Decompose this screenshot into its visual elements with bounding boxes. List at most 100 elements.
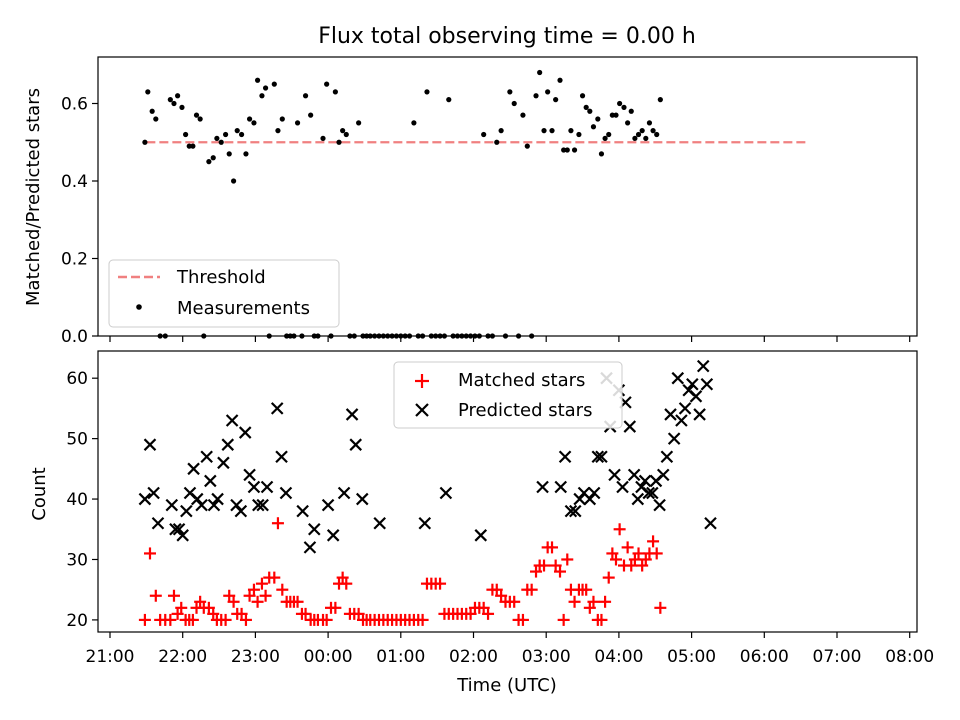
measurements-legend-swatch [136, 304, 142, 310]
predicted-star-point [573, 492, 586, 506]
matched-star-point [149, 589, 162, 602]
predicted-star-point [554, 480, 568, 494]
matched-star-point [654, 601, 667, 614]
measurement-point [406, 333, 413, 339]
top-y-tick-label: 0.6 [61, 95, 88, 115]
matched-star-point [143, 547, 156, 560]
measurement-point [364, 333, 370, 339]
predicted-star-point [704, 516, 717, 530]
matched-star-point [606, 547, 619, 560]
matched-star-point [276, 583, 289, 596]
predicted-star-point [176, 529, 189, 542]
predicted-star-point [230, 498, 243, 512]
predicted-star-point [660, 450, 674, 464]
measurement-point [197, 116, 203, 122]
measurement-point [175, 93, 181, 99]
top-legend: Threshold Measurements [108, 259, 340, 328]
matched-star-point [434, 577, 447, 590]
predicted-star-point [627, 468, 641, 482]
measurement-point [571, 147, 578, 153]
measurement-point [446, 97, 452, 103]
predicted-star-point [656, 468, 670, 482]
measurement-point [454, 333, 461, 339]
matched-star-point [291, 595, 304, 608]
matched-star-point [609, 553, 622, 566]
measurement-point [598, 151, 605, 157]
measurement-point [602, 135, 608, 141]
predicted-stars-points [138, 359, 717, 554]
predicted-star-point [664, 408, 677, 421]
measurement-point [561, 147, 567, 153]
predicted-star-point [623, 420, 637, 433]
measurement-point [529, 333, 535, 339]
predicted-star-point [270, 402, 284, 415]
predicted-star-point [247, 480, 261, 494]
measurement-point [533, 93, 539, 99]
predicted-star-point [646, 486, 659, 500]
predicted-star-point [569, 504, 582, 518]
measurement-point [214, 135, 220, 141]
measurement-point [549, 128, 555, 134]
measurement-point [590, 124, 597, 130]
matched-star-point [352, 607, 365, 620]
matched-star-point [227, 595, 240, 608]
bottom-y-tick-label: 50 [66, 430, 88, 450]
predicted-star-point [583, 492, 597, 506]
predicted-star-point [671, 371, 685, 385]
measurement-point [183, 131, 189, 138]
predicted-star-point [221, 438, 235, 451]
predicted-star-point [180, 504, 193, 518]
matched-legend-label: Matched stars [458, 370, 585, 391]
bottom-x-tick-label: 21:00 [86, 647, 135, 667]
measurement-point [650, 128, 656, 134]
top-y-ticks: 0.0 0.2 0.4 0.6 [61, 95, 98, 347]
measurements-legend-label: Measurements [177, 298, 310, 319]
measurement-point [275, 128, 281, 134]
predicted-star-point [172, 522, 186, 536]
bottom-x-axis-label: Time (UTC) [456, 675, 557, 696]
matched-star-point [219, 613, 232, 626]
measurement-point [336, 139, 342, 145]
bottom-y-tick-label: 60 [66, 369, 88, 389]
measurement-point [167, 97, 173, 103]
predicted-star-point [642, 486, 655, 500]
measurement-point [595, 116, 601, 122]
matched-star-point [587, 595, 600, 608]
measurement-point [389, 333, 395, 339]
matched-star-point [647, 535, 660, 548]
measurement-point [511, 100, 517, 107]
top-y-tick-label: 0.0 [61, 327, 88, 347]
matched-star-point [650, 547, 663, 560]
matched-star-point [207, 607, 220, 620]
measurement-point [485, 333, 491, 339]
measurement-point [646, 120, 653, 126]
predicted-star-point [700, 377, 714, 391]
threshold-legend-label: Threshold [176, 267, 266, 288]
predicted-star-point [373, 516, 386, 530]
predicted-star-point [638, 474, 652, 488]
measurement-point [372, 333, 378, 339]
matched-star-point [416, 613, 429, 626]
measurement-point [476, 333, 482, 339]
measurement-point [398, 333, 404, 339]
matched-star-point [549, 559, 562, 572]
predicted-star-point [591, 450, 605, 464]
predicted-star-point [252, 498, 265, 512]
predicted-star-point [190, 492, 204, 506]
measurement-point [356, 120, 362, 126]
matched-star-point [340, 577, 353, 590]
matched-legend-swatch [415, 374, 429, 388]
bottom-legend-box [393, 361, 623, 429]
matched-star-point [186, 613, 199, 626]
predicted-star-point [321, 498, 335, 512]
predicted-star-point [631, 492, 645, 506]
measurement-point [481, 131, 487, 138]
measurement-point [564, 147, 570, 153]
measurement-point [186, 143, 192, 149]
measurement-point [437, 333, 443, 339]
bottom-legend: Matched stars Predicted stars [393, 361, 623, 429]
measurement-point [498, 128, 504, 134]
matched-star-point [477, 601, 490, 614]
measurement-point [324, 81, 330, 87]
